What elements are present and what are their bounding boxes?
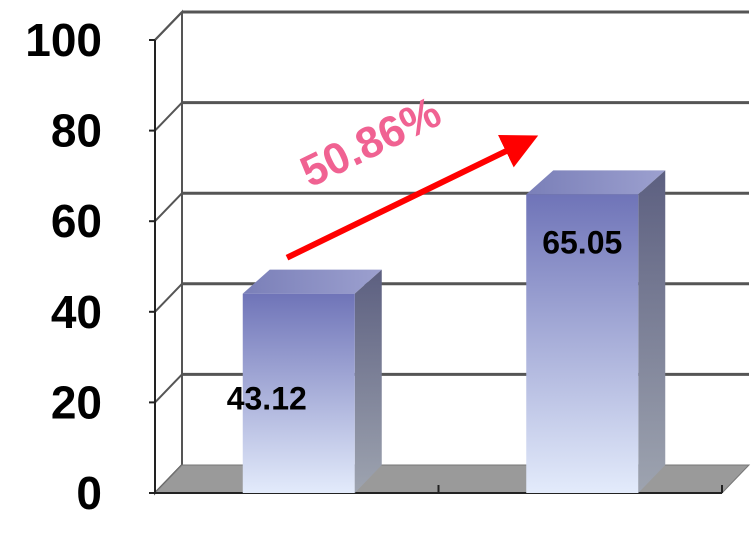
side-wall: [154, 9, 183, 496]
bar-side-face: [638, 170, 666, 494]
side-gridline: [154, 192, 183, 222]
bar-top-face: [242, 269, 382, 294]
bar: [242, 269, 382, 493]
bar-front-face: [526, 194, 639, 494]
growth-annotation: 50.86%: [285, 88, 539, 261]
side-gridline: [154, 101, 183, 132]
y-tick-label: 60: [51, 195, 102, 247]
y-tick-label: 80: [51, 105, 102, 157]
side-gridline: [154, 283, 183, 313]
bar-top-face: [526, 170, 666, 195]
bar-front-face: [242, 293, 355, 493]
bar: [526, 170, 666, 494]
side-gridline: [154, 373, 183, 404]
side-gridline: [154, 11, 183, 41]
y-tick-label: 20: [51, 376, 102, 428]
bars: [242, 170, 666, 494]
y-tick-label: 0: [76, 467, 102, 519]
y-tick-label: 40: [51, 286, 102, 338]
data-label: 65.05: [542, 224, 622, 260]
bar-side-face: [354, 269, 382, 493]
data-label: 43.12: [227, 381, 307, 417]
y-tick-labels: 0 20 40 60 80 100: [25, 14, 102, 519]
data-labels: 43.12 65.05: [227, 224, 623, 416]
growth-arrow: [285, 135, 539, 261]
y-tick-label: 100: [25, 14, 102, 66]
